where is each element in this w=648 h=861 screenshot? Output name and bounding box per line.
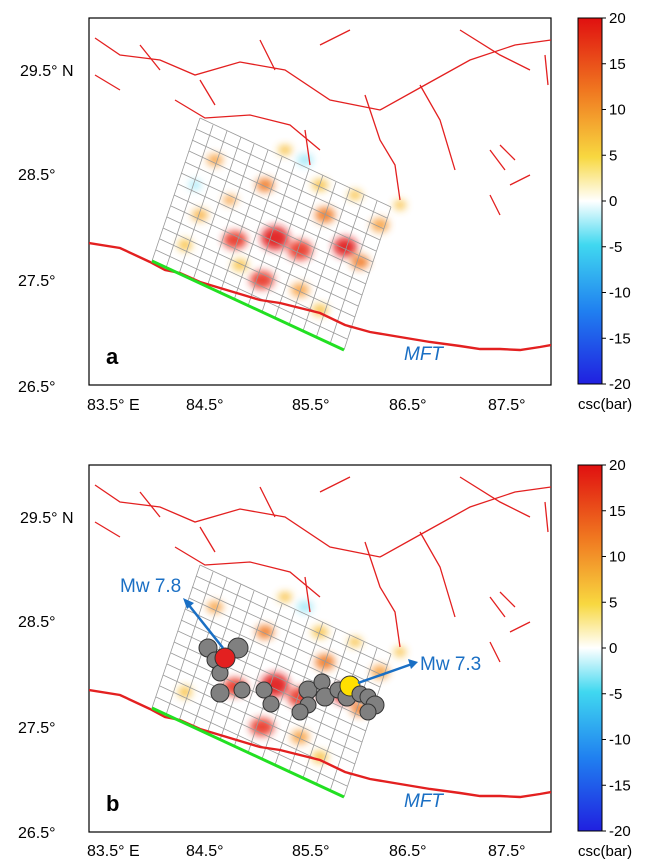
colorbar-b-tick-label: -15 [609, 777, 631, 794]
tick-lon-86.5: 86.5° [389, 397, 427, 414]
aftershock-marker [233, 681, 251, 699]
tick-lat-26.5: 26.5° [18, 825, 56, 842]
colorbar-a-tick-label: 15 [609, 56, 626, 73]
mw73-arrow [357, 662, 413, 685]
mw78-arrow [187, 603, 224, 649]
colorbar-a-scale [577, 17, 603, 385]
panel-b-aftershocks [198, 637, 357, 721]
tick-lon-84.5: 84.5° [186, 843, 224, 860]
tick-lon-83.5: 83.5° E [87, 843, 140, 860]
panel-b-mft-label: MFT [404, 791, 444, 812]
colorbar-b: 20 15 10 5 0 -5 -10 -15 -20 csc(bar) [577, 457, 632, 860]
colorbar-a-tick-label: 5 [609, 147, 617, 164]
colorbar-b-scale [577, 464, 603, 832]
colorbar-a-label: csc(bar) [578, 396, 632, 413]
tick-lon-85.5: 85.5° [292, 397, 330, 414]
panel-b: Mw 7.8 Mw 7.3 b MFT 29.5° N 28.5° 27.5° … [18, 464, 552, 860]
tick-lon-83.5: 83.5° E [87, 397, 140, 414]
colorbar-b-tick-label: -10 [609, 732, 631, 749]
tick-lon-85.5: 85.5° [292, 843, 330, 860]
colorbar-b-tick-label: 20 [609, 457, 626, 474]
mw73-arrowhead [408, 659, 418, 669]
tick-lon-86.5: 86.5° [389, 843, 427, 860]
panel-a-lon-ticks: 83.5° E 84.5° 85.5° 86.5° 87.5° [87, 397, 526, 414]
aftershock-marker [313, 673, 331, 691]
aftershock-marker [262, 695, 280, 713]
panel-a-label: a [106, 344, 119, 369]
colorbar-a-tick-label: 10 [609, 102, 626, 119]
colorbar-a-tick-label: -5 [609, 239, 622, 256]
tick-lat-29.5: 29.5° N [20, 63, 74, 80]
colorbar-a-tick-label: 20 [609, 10, 626, 27]
panel-b-frame [88, 464, 552, 833]
colorbar-b-tick-label: -20 [609, 823, 631, 840]
colorbar-a-tick-label: -20 [609, 376, 631, 393]
panel-a-mft-label: MFT [404, 344, 444, 365]
panel-b-rupture-edge [151, 706, 345, 799]
tick-lat-29.5: 29.5° N [20, 510, 74, 527]
panel-a-fault-grid [151, 117, 392, 351]
colorbar-a-tick-label: -15 [609, 330, 631, 347]
panel-a-active-faults [94, 29, 551, 216]
panel-b-active-faults [94, 476, 551, 663]
tick-lat-26.5: 26.5° [18, 379, 56, 396]
annotation-mw78: Mw 7.8 [120, 576, 181, 597]
mainshock-mw78-marker [214, 647, 236, 669]
tick-lat-28.5: 28.5° [18, 167, 56, 184]
colorbar-b-tick-label: -5 [609, 686, 622, 703]
annotation-mw73: Mw 7.3 [420, 654, 481, 675]
colorbar-b-tick-label: 0 [609, 640, 617, 657]
colorbar-a-tick-label: 0 [609, 193, 617, 210]
aftershock-marker [359, 703, 377, 721]
panel-b-label: b [106, 791, 119, 816]
colorbar-b-tick-label: 10 [609, 549, 626, 566]
colorbar-a: 20 15 10 5 0 -5 -10 -15 -20 csc(bar) [577, 10, 632, 413]
panel-b-lon-ticks: 83.5° E 84.5° 85.5° 86.5° 87.5° [87, 843, 526, 860]
tick-lon-87.5: 87.5° [488, 397, 526, 414]
tick-lat-27.5: 27.5° [18, 273, 56, 290]
colorbar-a-tick-label: -10 [609, 285, 631, 302]
tick-lat-28.5: 28.5° [18, 614, 56, 631]
aftershock-marker [255, 681, 273, 699]
aftershock-marker [210, 683, 230, 703]
colorbar-b-label: csc(bar) [578, 843, 632, 860]
panel-b-lat-ticks: 29.5° N 28.5° 27.5° 26.5° [18, 510, 74, 842]
panel-a-rupture-edge [151, 259, 345, 352]
tick-lon-84.5: 84.5° [186, 397, 224, 414]
colorbar-b-tick-label: 15 [609, 503, 626, 520]
mw78-arrowhead [183, 598, 194, 609]
colorbar-b-tick-label: 5 [609, 594, 617, 611]
panel-a-frame [88, 17, 552, 386]
aftershock-marker [291, 703, 309, 721]
tick-lon-87.5: 87.5° [488, 843, 526, 860]
panel-a-lat-ticks: 29.5° N 28.5° 27.5° 26.5° [18, 63, 74, 396]
panel-a: a MFT 29.5° N 28.5° 27.5° 26.5° 83.5° E … [18, 17, 552, 414]
tick-lat-27.5: 27.5° [18, 720, 56, 737]
